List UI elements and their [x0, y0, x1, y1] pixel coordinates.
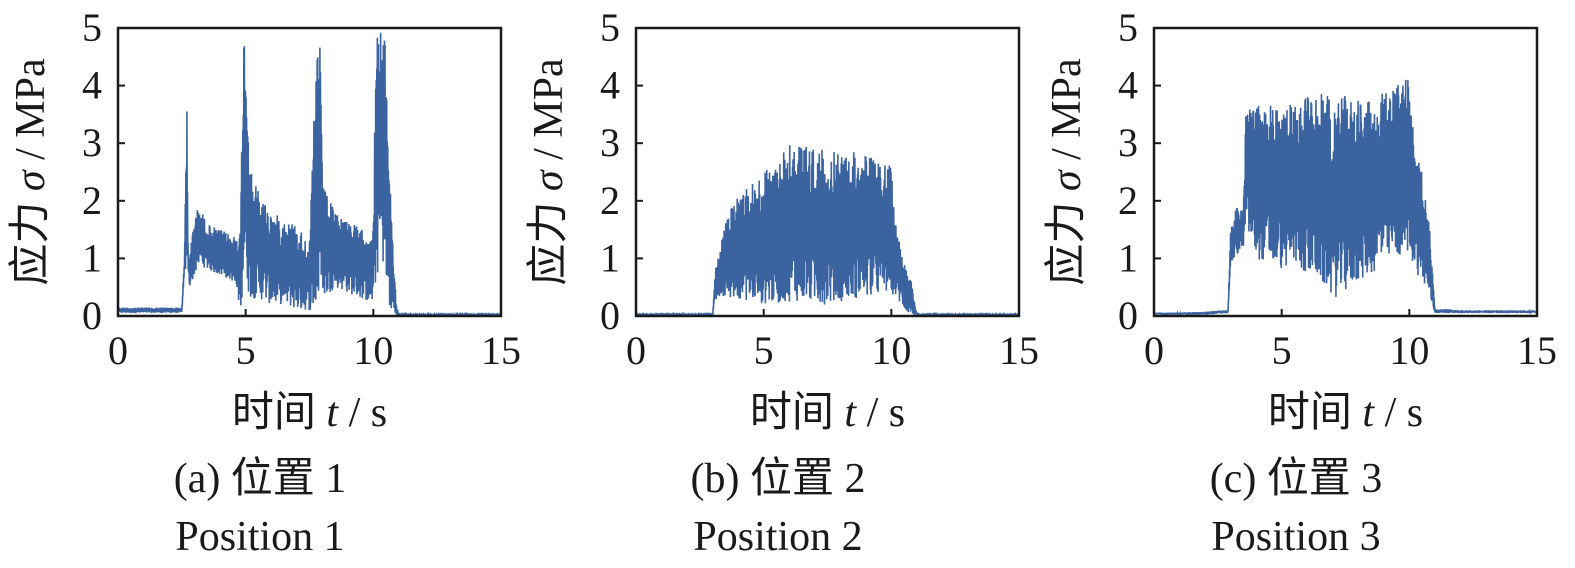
- panel-position-2: 0 5 10 15 0 1 2 3 4 5 时间 t / s 应力 σ / MPa (b) 位置 2 …: [518, 0, 1039, 568]
- x-tick-label: 5: [754, 328, 774, 373]
- y-label-symbol: σ: [1044, 168, 1090, 191]
- y-label-cn: 应力: [7, 191, 54, 286]
- y-tick-label: 5: [1118, 5, 1138, 50]
- x-axis-label: 时间 t / s: [750, 390, 905, 436]
- y-tick-label: 3: [1118, 120, 1138, 165]
- y-tick-label: 1: [600, 235, 620, 280]
- caption-cn: (a) 位置 1: [173, 456, 347, 502]
- x-tick-label: 10: [1389, 328, 1429, 373]
- y-tick-label: 0: [1118, 293, 1138, 338]
- y-tick-label: 4: [1118, 63, 1138, 108]
- y-label-symbol: σ: [526, 168, 572, 191]
- y-axis-label: 应力 σ / MPa: [525, 58, 572, 286]
- y-tick-label: 2: [82, 178, 102, 223]
- y-tick-label: 0: [82, 293, 102, 338]
- y-tick-label: 2: [600, 178, 620, 223]
- caption-cn: (b) 位置 2: [690, 456, 866, 502]
- plot-frame: [634, 26, 1021, 318]
- x-tick-label: 10: [871, 328, 911, 373]
- panel-position-1: 0 5 10 15 0 1 2 3 4 5 时间 t / s 应力 σ / MPa (a) 位置 1 …: [0, 0, 521, 568]
- x-tick-label: 0: [626, 328, 646, 373]
- plot-frame: [1152, 26, 1539, 318]
- caption-cn: (c) 位置 3: [1209, 456, 1383, 502]
- y-tick-label: 3: [82, 120, 102, 165]
- y-label-unit: / MPa: [1044, 58, 1090, 170]
- x-tick-label: 5: [1272, 328, 1292, 373]
- x-tick-label: 5: [236, 328, 256, 373]
- caption-en: Position 2: [693, 514, 863, 560]
- x-label-cn: 时间: [1268, 390, 1363, 436]
- x-label-cn: 时间: [750, 390, 845, 436]
- x-axis-label: 时间 t / s: [232, 390, 387, 436]
- y-label-cn: 应力: [525, 191, 572, 286]
- x-label-symbol: t: [326, 390, 339, 436]
- y-tick-label: 0: [600, 293, 620, 338]
- y-axis-label: 应力 σ / MPa: [1043, 58, 1090, 286]
- x-label-unit: / s: [856, 390, 905, 436]
- y-axis-label: 应力 σ / MPa: [7, 58, 54, 286]
- x-label-cn: 时间: [232, 390, 327, 436]
- y-tick-label: 3: [600, 120, 620, 165]
- x-tick-label: 0: [1144, 328, 1164, 373]
- y-tick-label: 4: [600, 63, 620, 108]
- chart-position-3: 0 5 10 15 0 1 2 3 4 5 时间 t / s 应力 σ / MPa: [1043, 5, 1557, 436]
- series-line: [1154, 79, 1537, 316]
- x-label-unit: / s: [338, 390, 387, 436]
- y-tick-label: 1: [1118, 235, 1138, 280]
- y-tick-label: 2: [1118, 178, 1138, 223]
- x-label-symbol: t: [1362, 390, 1375, 436]
- chart-position-2: 0 5 10 15 0 1 2 3 4 5 时间 t / s 应力 σ / MPa: [525, 5, 1039, 436]
- x-tick-label: 15: [481, 328, 521, 373]
- y-tick-label: 5: [600, 5, 620, 50]
- y-label-unit: / MPa: [8, 58, 54, 170]
- x-tick-label: 15: [999, 328, 1039, 373]
- x-axis-label: 时间 t / s: [1268, 390, 1423, 436]
- x-label-symbol: t: [844, 390, 857, 436]
- caption-en: Position 3: [1211, 514, 1381, 560]
- y-label-unit: / MPa: [526, 58, 572, 170]
- panel-position-3: 0 5 10 15 0 1 2 3 4 5 时间 t / s 应力 σ / MPa (c) 位置 3 …: [1036, 0, 1557, 568]
- chart-position-1: 0 5 10 15 0 1 2 3 4 5 时间 t / s 应力 σ / MPa: [7, 5, 521, 436]
- plot-frame: [116, 26, 503, 318]
- series-line: [636, 145, 1019, 316]
- x-tick-label: 15: [1517, 328, 1557, 373]
- x-tick-label: 10: [353, 328, 393, 373]
- y-label-cn: 应力: [1043, 191, 1090, 286]
- y-tick-label: 4: [82, 63, 102, 108]
- y-tick-label: 5: [82, 5, 102, 50]
- caption-en: Position 1: [175, 514, 345, 560]
- y-tick-label: 1: [82, 235, 102, 280]
- series-line: [118, 32, 501, 316]
- x-label-unit: / s: [1374, 390, 1423, 436]
- x-tick-label: 0: [108, 328, 128, 373]
- y-label-symbol: σ: [8, 168, 54, 191]
